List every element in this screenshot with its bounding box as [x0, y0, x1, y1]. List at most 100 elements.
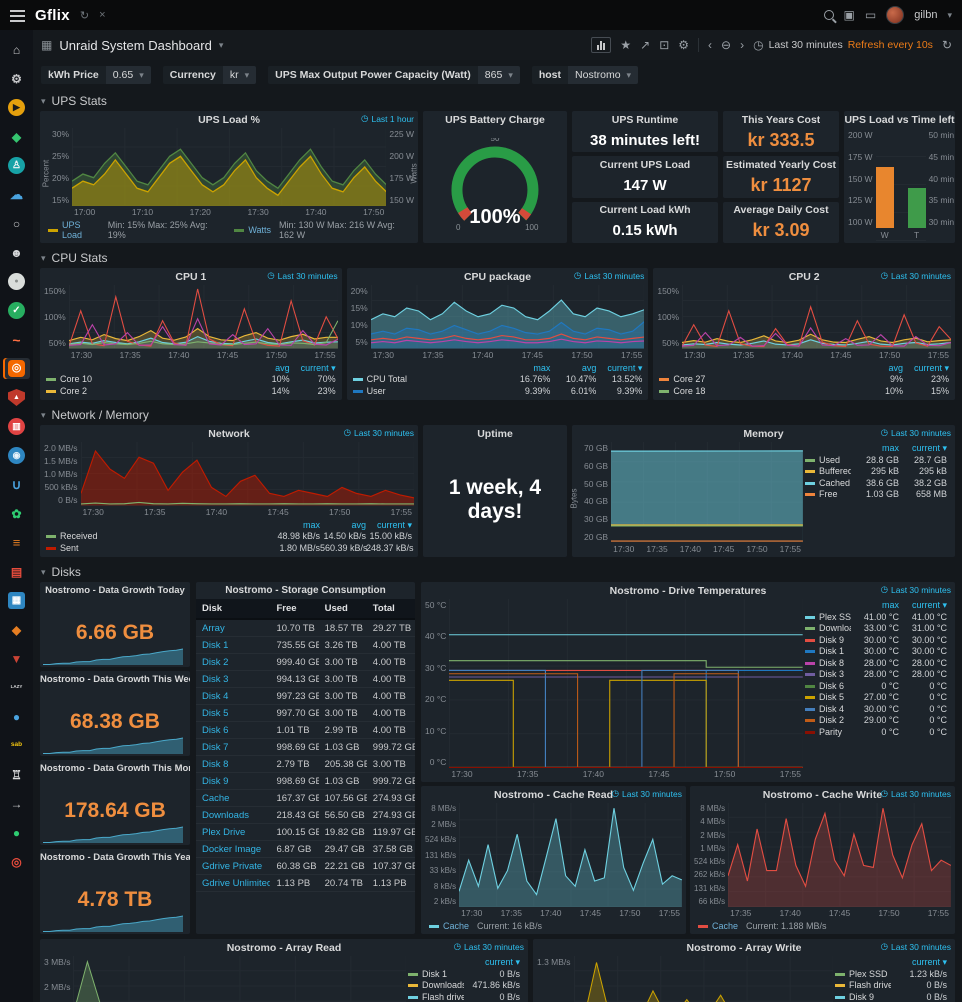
panel-title[interactable]: Estimated Yearly Cost	[725, 158, 837, 171]
sidebar-app-item[interactable]: ✓	[3, 300, 30, 321]
legend-col-current[interactable]: current ▾	[913, 362, 950, 373]
variable-value[interactable]: 0.65 ▾	[105, 66, 151, 84]
variable-dropdown[interactable]: Currency kr ▾	[162, 66, 257, 84]
sidebar-app-item[interactable]: ◆	[3, 126, 30, 147]
panel-title[interactable]: Nostromo - Data Growth Today	[45, 585, 185, 596]
series-alias[interactable]: Used	[819, 454, 841, 465]
sidebar-app-item[interactable]: ◎	[3, 851, 30, 872]
series-alias[interactable]: Disk 1	[819, 646, 845, 656]
panel-title[interactable]: Memory	[743, 427, 784, 440]
series-alias[interactable]: Downloads	[422, 980, 464, 990]
panel-title[interactable]: UPS Runtime	[611, 113, 679, 126]
variable-value[interactable]: kr ▾	[222, 66, 257, 84]
row-header-ups[interactable]: ▾ UPS Stats	[33, 91, 962, 111]
sidebar-app-item[interactable]: ▤	[3, 561, 30, 582]
panel-title[interactable]: Current Load kWh	[599, 204, 691, 217]
series-alias[interactable]: Cached	[819, 477, 851, 488]
sidebar-app-item[interactable]: ●	[3, 706, 30, 727]
monitor-icon[interactable]: ▭	[864, 8, 877, 22]
panel-title[interactable]: Nostromo - Drive Temperatures	[609, 584, 767, 597]
panel-title[interactable]: Nostromo - Data Growth This Year	[40, 852, 190, 863]
legend-col-max[interactable]: max	[881, 600, 899, 610]
variable-dropdown[interactable]: host Nostromo ▾	[531, 66, 639, 84]
sidebar-app-item[interactable]: LAZY	[3, 677, 30, 698]
panel-title[interactable]: UPS Battery Charge	[445, 113, 545, 126]
sidebar-app-item[interactable]: ♙	[3, 155, 30, 176]
panel-title[interactable]: Nostromo - Array Read	[226, 941, 342, 954]
column-header[interactable]: Total	[366, 599, 415, 620]
refresh-tab-icon[interactable]: ↻	[79, 9, 90, 22]
row-header-cpu[interactable]: ▾ CPU Stats	[33, 248, 962, 268]
sidebar-app-item[interactable]: ☁	[3, 184, 30, 205]
legend-col-max[interactable]: max	[533, 362, 551, 373]
panel-title[interactable]: Average Daily Cost	[733, 204, 829, 217]
sidebar-app-item[interactable]: →	[3, 793, 30, 814]
variable-dropdown[interactable]: kWh Price 0.65 ▾	[41, 66, 151, 84]
menu-icon[interactable]	[10, 9, 25, 22]
series-alias[interactable]: Disk 3	[819, 669, 845, 679]
series-alias[interactable]: Disk 6	[819, 680, 845, 691]
series-alias[interactable]: Received	[60, 531, 98, 541]
panel-title[interactable]: Nostromo - Data Growth This Month	[40, 763, 190, 774]
series-alias[interactable]: Disk 4	[819, 703, 845, 714]
series-alias[interactable]: Plex SSD	[819, 611, 851, 622]
panel-title[interactable]: CPU package	[463, 270, 532, 283]
series-alias[interactable]: Free	[819, 489, 838, 499]
legend-col-max[interactable]: max	[881, 443, 899, 453]
series-alias[interactable]: Plex SSD	[849, 968, 888, 979]
panel-title[interactable]: CPU 2	[788, 270, 820, 283]
sidebar-app-item[interactable]: ≡	[3, 532, 30, 553]
sidebar-app-item[interactable]: ♖	[3, 764, 30, 785]
legend-col-current[interactable]: current ▾	[911, 957, 947, 967]
panel-title[interactable]: Nostromo - Cache Write	[762, 788, 883, 801]
panel-title[interactable]: Network	[208, 427, 250, 440]
series-alias[interactable]: UPS Load	[62, 220, 83, 240]
avatar[interactable]	[886, 6, 905, 24]
series-alias[interactable]: Disk 1	[422, 968, 448, 979]
sidebar-app-item[interactable]: ◉	[3, 445, 30, 466]
row-header-disks[interactable]: ▾ Disks	[33, 562, 962, 582]
panel-title[interactable]: Nostromo - Cache Read	[493, 788, 614, 801]
sidebar-app-item[interactable]: ◎	[3, 358, 30, 379]
series-alias[interactable]: Core 2	[60, 385, 88, 396]
panel-title[interactable]: Nostromo - Data Growth This Week	[40, 674, 190, 685]
legend-col-current[interactable]: current ▾	[911, 600, 947, 610]
panel-title[interactable]: Nostromo - Storage Consumption	[225, 585, 386, 596]
series-alias[interactable]: User	[366, 385, 386, 396]
series-alias[interactable]: Core 18	[673, 385, 706, 396]
series-alias[interactable]: Disk 9	[849, 991, 875, 1002]
refresh-icon[interactable]: ↻	[941, 38, 952, 52]
time-forward-icon[interactable]: ›	[740, 38, 745, 52]
variable-value[interactable]: Nostromo ▾	[568, 66, 639, 84]
time-back-icon[interactable]: ‹	[708, 38, 713, 52]
panel-title[interactable]: Nostromo - Array Write	[686, 941, 802, 954]
panel-title[interactable]: Current UPS Load	[599, 158, 691, 171]
series-alias[interactable]: Flash drive	[422, 991, 464, 1002]
star-icon[interactable]: ★	[620, 38, 632, 52]
panel-title[interactable]: Uptime	[477, 427, 513, 440]
legend-col-current[interactable]: current ▾	[376, 519, 412, 530]
sidebar-app-item[interactable]: ⚙	[3, 68, 30, 89]
sidebar-app-item[interactable]: ●	[3, 822, 30, 843]
sidebar-app-item[interactable]: sab	[3, 735, 30, 756]
series-alias[interactable]: Cache	[712, 921, 739, 931]
sidebar-app-item[interactable]: ▼	[3, 648, 30, 669]
series-alias[interactable]: Disk 5	[819, 692, 845, 702]
username[interactable]: gilbn	[914, 9, 938, 21]
add-panel-button[interactable]	[591, 37, 612, 53]
legend-col-current[interactable]: current ▾	[484, 957, 520, 967]
sidebar-app-item[interactable]: ⌂	[3, 39, 30, 60]
column-header[interactable]: Disk	[196, 599, 271, 620]
variable-value[interactable]: 865 ▾	[477, 66, 520, 84]
sidebar-app-item[interactable]: ☻	[3, 242, 30, 263]
series-alias[interactable]: Buffered	[819, 466, 851, 476]
save-icon[interactable]: ⊡	[659, 38, 670, 52]
series-alias[interactable]: Core 10	[60, 374, 93, 384]
sidebar-app-item[interactable]: ✿	[3, 503, 30, 524]
series-alias[interactable]: Flash drive	[849, 980, 891, 990]
sidebar-app-item[interactable]: ●	[3, 271, 30, 292]
sidebar-app-item[interactable]: ▦	[3, 590, 30, 611]
app-brand[interactable]: Gflix	[35, 6, 70, 24]
dashboard-title-menu[interactable]: ▦ Unraid System Dashboard ▾	[41, 38, 223, 53]
sidebar-app-item[interactable]: ∪	[3, 474, 30, 495]
